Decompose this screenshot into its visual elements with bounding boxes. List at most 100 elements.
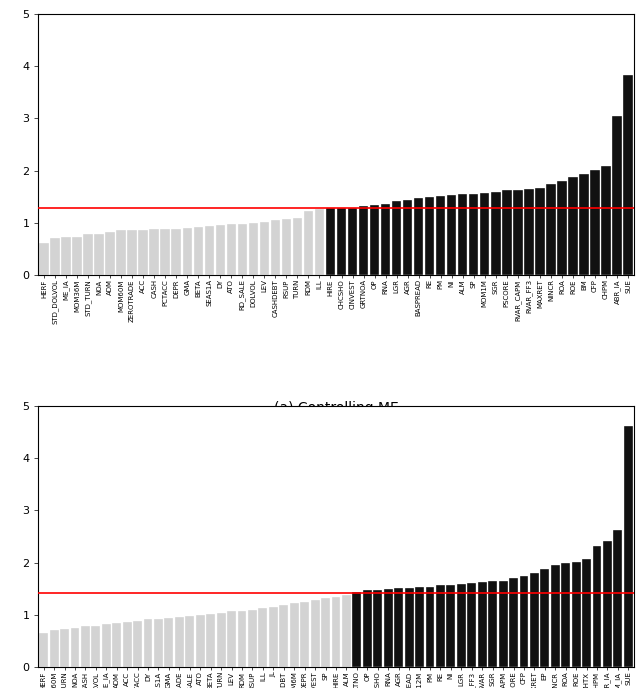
Bar bbox=[102, 625, 111, 667]
Bar bbox=[304, 211, 313, 275]
Bar bbox=[603, 541, 612, 667]
Bar bbox=[467, 583, 476, 667]
Bar bbox=[447, 195, 456, 275]
Bar bbox=[248, 610, 257, 667]
Bar bbox=[81, 626, 90, 667]
Bar bbox=[112, 623, 121, 667]
Bar bbox=[502, 190, 511, 275]
Bar bbox=[384, 590, 393, 667]
Bar bbox=[348, 208, 357, 275]
Bar bbox=[259, 608, 268, 667]
Bar bbox=[133, 621, 142, 667]
Bar bbox=[205, 226, 214, 275]
Bar bbox=[457, 583, 466, 667]
Bar bbox=[300, 602, 309, 667]
Bar bbox=[72, 237, 82, 275]
Bar bbox=[83, 234, 93, 275]
Bar bbox=[415, 588, 424, 667]
Bar bbox=[436, 195, 445, 275]
Bar bbox=[332, 596, 340, 667]
Bar bbox=[326, 208, 335, 275]
Bar bbox=[623, 75, 633, 275]
Bar bbox=[404, 588, 413, 667]
Bar bbox=[614, 530, 622, 667]
Bar bbox=[161, 229, 170, 275]
Bar bbox=[381, 204, 390, 275]
Bar bbox=[50, 630, 58, 667]
Bar bbox=[353, 592, 362, 667]
Bar bbox=[520, 576, 529, 667]
Bar bbox=[480, 193, 490, 275]
Bar bbox=[469, 193, 479, 275]
Bar bbox=[513, 190, 522, 275]
Bar bbox=[321, 599, 330, 667]
Bar bbox=[359, 206, 368, 275]
Bar bbox=[217, 613, 225, 667]
Bar bbox=[414, 198, 423, 275]
Bar bbox=[39, 243, 49, 275]
Bar bbox=[499, 581, 508, 667]
Bar bbox=[292, 217, 302, 275]
Bar bbox=[216, 225, 225, 275]
Bar bbox=[282, 219, 291, 275]
Bar bbox=[436, 585, 445, 667]
Bar bbox=[227, 224, 236, 275]
Bar bbox=[227, 612, 236, 667]
Bar bbox=[458, 193, 467, 275]
Bar bbox=[106, 232, 115, 275]
Bar bbox=[116, 230, 125, 275]
Bar bbox=[579, 174, 589, 275]
Bar bbox=[154, 619, 163, 667]
Bar bbox=[237, 611, 246, 667]
Bar bbox=[568, 177, 578, 275]
X-axis label: (a) Controlling ME: (a) Controlling ME bbox=[274, 400, 398, 415]
Bar bbox=[182, 228, 192, 275]
Bar bbox=[279, 605, 288, 667]
Bar bbox=[561, 563, 570, 667]
Bar bbox=[426, 587, 435, 667]
Bar bbox=[143, 619, 152, 667]
Bar bbox=[138, 230, 148, 275]
Bar bbox=[61, 237, 70, 275]
Bar bbox=[271, 220, 280, 275]
Bar bbox=[127, 230, 137, 275]
Bar bbox=[392, 201, 401, 275]
Bar bbox=[524, 189, 534, 275]
Bar bbox=[557, 181, 566, 275]
Bar bbox=[488, 581, 497, 667]
Bar bbox=[237, 224, 247, 275]
Bar bbox=[123, 622, 132, 667]
Bar bbox=[602, 166, 611, 275]
Bar bbox=[269, 608, 278, 667]
Bar bbox=[425, 197, 435, 275]
Bar bbox=[60, 629, 69, 667]
Bar bbox=[92, 625, 100, 667]
Bar bbox=[535, 189, 545, 275]
Bar bbox=[491, 191, 500, 275]
Bar bbox=[624, 426, 633, 667]
Bar bbox=[260, 222, 269, 275]
Bar bbox=[540, 569, 549, 667]
Bar bbox=[196, 615, 205, 667]
Bar bbox=[612, 116, 621, 275]
Bar bbox=[447, 585, 455, 667]
Bar bbox=[572, 561, 580, 667]
Bar bbox=[530, 573, 539, 667]
Bar bbox=[70, 628, 79, 667]
Bar bbox=[590, 169, 600, 275]
Bar bbox=[193, 227, 203, 275]
Bar bbox=[206, 614, 215, 667]
Bar bbox=[477, 582, 486, 667]
Bar bbox=[337, 208, 346, 275]
Bar bbox=[363, 590, 372, 667]
Bar bbox=[39, 634, 48, 667]
Bar bbox=[547, 184, 556, 275]
Bar bbox=[249, 224, 258, 275]
Bar bbox=[172, 229, 181, 275]
Bar bbox=[51, 237, 60, 275]
Bar bbox=[509, 579, 518, 667]
Bar bbox=[394, 588, 403, 667]
Bar bbox=[315, 208, 324, 275]
Bar bbox=[175, 616, 184, 667]
Bar bbox=[94, 234, 104, 275]
